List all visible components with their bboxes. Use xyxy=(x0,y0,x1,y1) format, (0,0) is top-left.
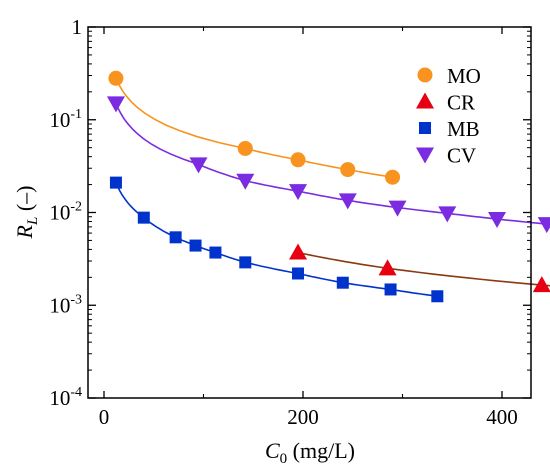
x-tick-label: 200 xyxy=(287,405,319,429)
legend-marker-mb xyxy=(419,122,431,134)
point-cv xyxy=(106,96,125,113)
point-mb xyxy=(109,176,122,189)
point-cr xyxy=(378,259,397,276)
x-tick-label: 0 xyxy=(99,405,110,429)
point-cv xyxy=(488,212,507,229)
y-tick-label: 10-3 xyxy=(49,292,82,317)
legend-marker-cr xyxy=(416,92,434,109)
tick-labels: 0200400600110-110-210-310-4 xyxy=(49,15,518,429)
point-mb xyxy=(384,283,397,296)
point-mo xyxy=(340,162,356,178)
legend-label-mb: MB xyxy=(447,117,480,141)
y-tick-label: 10-4 xyxy=(49,385,82,410)
y-tick-label: 10-1 xyxy=(49,107,82,132)
point-cv xyxy=(189,157,208,174)
point-mb xyxy=(169,231,182,244)
point-mb xyxy=(137,211,150,224)
fit-line-mb xyxy=(115,182,438,298)
axis-labels: C0 (mg/L) RL (–) xyxy=(12,186,355,467)
point-cr xyxy=(289,243,308,260)
legend-marker-cv xyxy=(416,147,434,164)
point-cv xyxy=(289,184,308,201)
data-points xyxy=(106,70,550,303)
legend-label-cr: CR xyxy=(447,91,475,115)
point-mo xyxy=(108,70,124,86)
point-cv xyxy=(236,173,255,190)
fit-lines xyxy=(115,77,550,298)
legend-label-mo: MO xyxy=(447,64,481,88)
point-cv xyxy=(388,200,407,217)
point-mo xyxy=(385,169,401,185)
point-mo xyxy=(237,140,253,156)
point-mb xyxy=(189,239,202,252)
point-mb xyxy=(336,276,349,289)
x-tick-label: 400 xyxy=(486,405,518,429)
y-axis-label: RL (–) xyxy=(12,186,41,240)
point-mb xyxy=(431,290,444,303)
point-mo xyxy=(290,152,306,168)
y-tick-label: 1 xyxy=(72,15,83,39)
fit-line-cv xyxy=(115,103,550,226)
fit-line-cr xyxy=(297,251,550,287)
point-mb xyxy=(209,246,222,259)
point-mb xyxy=(292,267,305,280)
point-cv xyxy=(537,217,550,234)
legend-marker-mo xyxy=(417,67,433,83)
point-cr xyxy=(532,276,550,293)
x-axis-label: C0 (mg/L) xyxy=(265,438,355,467)
point-cv xyxy=(338,193,357,210)
legend-label-cv: CV xyxy=(447,144,476,168)
point-mb xyxy=(239,256,252,269)
fit-line-mo xyxy=(115,77,393,178)
point-cv xyxy=(438,206,457,223)
y-tick-label: 10-2 xyxy=(49,200,82,225)
plot-frame xyxy=(87,26,532,399)
